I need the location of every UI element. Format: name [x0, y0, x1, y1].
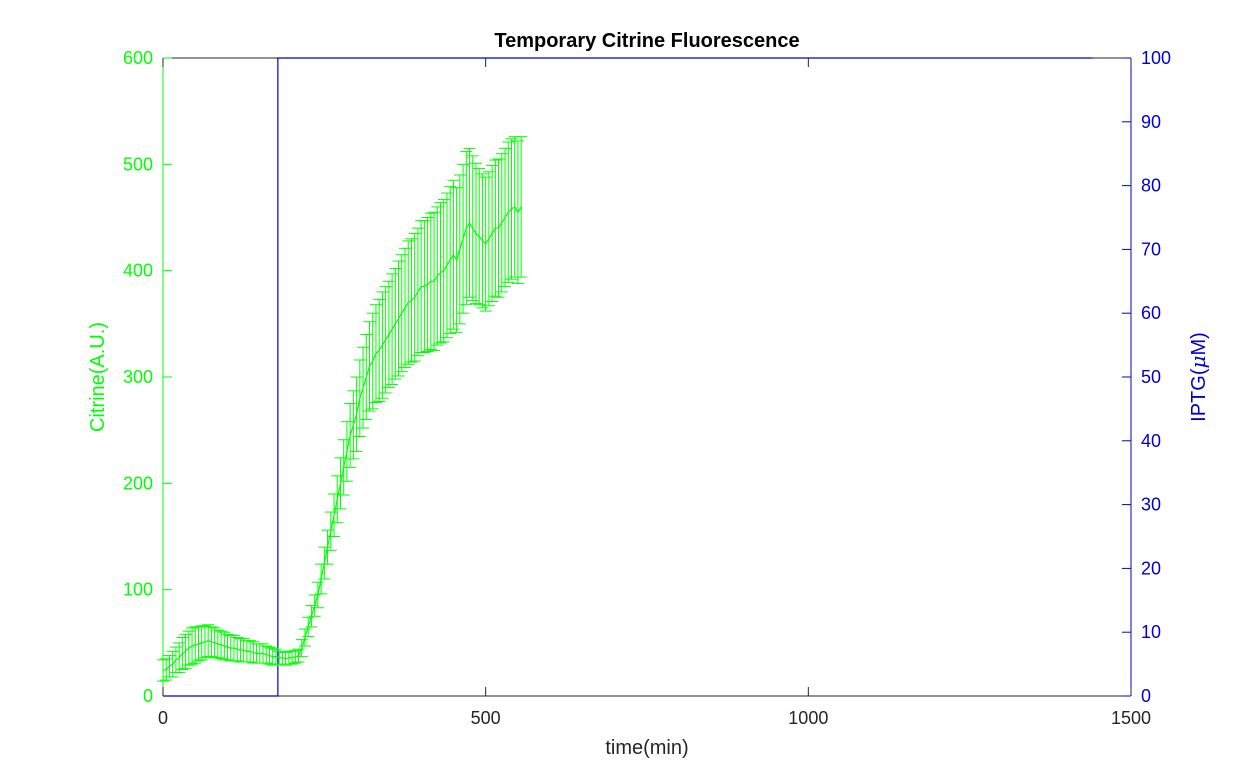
y-axis-right-label-main: IPTG( [1188, 368, 1210, 422]
y-tick-label-right: 70 [1141, 239, 1161, 259]
y-tick-label-left: 200 [123, 473, 153, 493]
y-tick-label-right: 100 [1141, 48, 1171, 68]
y-tick-label-right: 10 [1141, 622, 1161, 642]
y-tick-label-right: 30 [1141, 495, 1161, 515]
y-tick-label-left: 600 [123, 48, 153, 68]
y-axis-right-label: IPTG(μM) [1186, 332, 1210, 422]
y-tick-label-left: 300 [123, 367, 153, 387]
y-tick-label-left: 0 [143, 686, 153, 706]
y-axis-right-label-mu: μ [1186, 355, 1210, 368]
y-axis-left-label: Citrine(A.U.) [87, 322, 109, 432]
citrine-series-line [162, 206, 522, 672]
x-tick-label: 1000 [788, 708, 828, 728]
y-tick-label-right: 50 [1141, 367, 1161, 387]
y-tick-label-left: 500 [123, 154, 153, 174]
y-tick-label-left: 400 [123, 261, 153, 281]
y-tick-label-right: 80 [1141, 176, 1161, 196]
x-tick-label: 1500 [1111, 708, 1151, 728]
y-tick-label-right: 90 [1141, 112, 1161, 132]
x-tick-label: 500 [471, 708, 501, 728]
y-axis-right-label-unit: M) [1188, 332, 1210, 355]
y-tick-label-right: 20 [1141, 558, 1161, 578]
y-tick-label-left: 100 [123, 580, 153, 600]
x-tick-label: 0 [158, 708, 168, 728]
plot-area: 0 500 1000 15000100200300400500600010203040… [123, 48, 1171, 728]
y-tick-label-right: 0 [1141, 686, 1151, 706]
y-tick-label-right: 40 [1141, 431, 1161, 451]
chart-title: Temporary Citrine Fluorescence [494, 30, 799, 52]
y-tick-label-right: 60 [1141, 303, 1161, 323]
x-axis-label: time(min) [605, 737, 688, 759]
iptg-series-line [163, 57, 1093, 697]
